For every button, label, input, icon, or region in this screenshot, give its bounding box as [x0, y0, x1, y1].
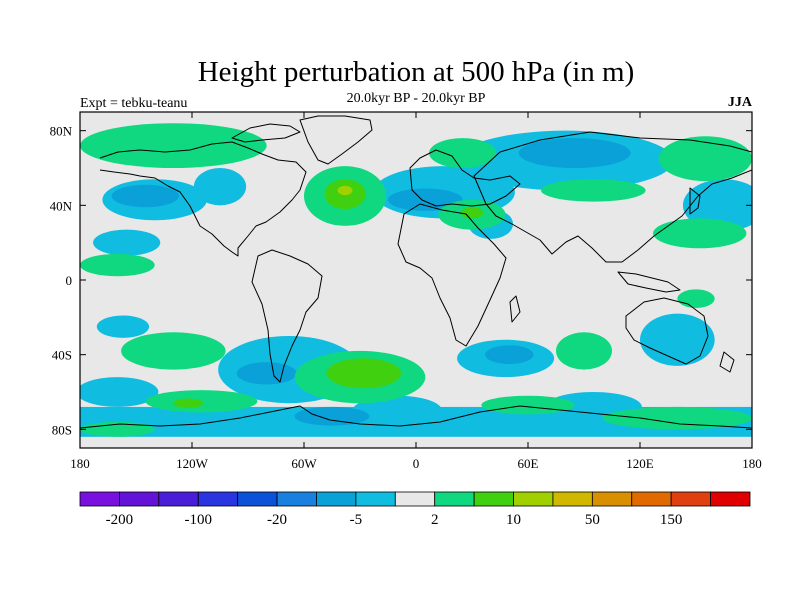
contour-region-36 [481, 395, 575, 415]
contour-region-3 [96, 315, 150, 338]
contour-region-21 [80, 123, 267, 168]
colorbar-box-15 [670, 491, 711, 507]
colorbar-box-1 [119, 491, 160, 507]
colorbar-box-8 [394, 491, 436, 507]
contour-region-18 [485, 345, 534, 364]
contour-region-28 [80, 253, 155, 277]
contour-region-41 [337, 185, 353, 196]
colorbar-label-5: 10 [506, 512, 521, 528]
y-tick-label-0: 80N [50, 124, 73, 139]
contour-region-5 [193, 168, 247, 206]
x-tick-label-6: 180 [742, 456, 762, 471]
experiment-label: Expt = tebku-teanu [80, 96, 187, 111]
page-title: Height perturbation at 500 hPa (in m) [198, 56, 635, 88]
x-tick-label-3: 0 [413, 456, 420, 471]
arctic-islands-coastline [231, 123, 301, 143]
colorbar-box-16 [710, 491, 751, 507]
colorbar-box-0 [79, 491, 120, 507]
contour-region-12 [682, 179, 752, 232]
x-tick-label-0: 180 [70, 456, 90, 471]
south-america-coastline [251, 249, 323, 383]
madagascar-coastline [509, 295, 521, 323]
x-tick-label-2: 60W [291, 456, 317, 471]
contour-region-34 [602, 406, 752, 430]
contour-region-23 [429, 138, 497, 168]
colorbar-box-14 [631, 491, 672, 507]
contour-region-26 [658, 136, 752, 182]
contour-region-16 [236, 362, 297, 385]
period-label: 20.0kyr BP - 20.0kyr BP [347, 91, 486, 106]
contour-region-38 [326, 358, 402, 389]
indonesia-coastline [617, 271, 681, 293]
africa-coastline [397, 203, 507, 347]
contour-region-33 [677, 289, 715, 308]
colorbar-box-4 [237, 491, 278, 507]
colorbar-box-10 [473, 491, 514, 507]
y-tick-label-1: 40N [50, 198, 73, 213]
colorbar-label-4: 2 [431, 512, 439, 528]
map-axes: 180 120W 60W 0 60E 120E 180 80N 40N 0 40S 80S [50, 112, 762, 471]
new-zealand-coastline [719, 351, 735, 373]
contour-region-11 [640, 313, 715, 366]
colorbar-box-9 [434, 491, 475, 507]
y-tick-label-4: 80S [52, 422, 72, 437]
y-tick-label-3: 40S [52, 348, 72, 363]
colorbar-box-5 [276, 491, 317, 507]
antarctica-coastline [80, 405, 752, 429]
australia-coastline [625, 297, 709, 365]
colorbar-box-3 [197, 491, 239, 507]
colorbar-box-7 [355, 491, 396, 507]
season-label: JJA [728, 95, 753, 110]
contour-region-35 [80, 421, 155, 437]
contour-region-32 [556, 332, 612, 370]
colorbar-label-7: 150 [660, 512, 683, 528]
colorbar-box-13 [591, 491, 633, 507]
colorbar-box-2 [158, 491, 199, 507]
map-panel: 180 120W 60W 0 60E 120E 180 80N 40N 0 40S 80S [50, 111, 762, 471]
asia-coastline [473, 131, 752, 263]
colorbar-box-12 [552, 491, 593, 507]
colorbar-box-11 [513, 491, 554, 507]
contour-region-27 [653, 218, 747, 249]
contour-region-14 [352, 395, 443, 426]
x-tick-label-1: 120W [176, 456, 209, 471]
colorbar-label-3: -5 [350, 512, 363, 528]
contour-region-4 [80, 377, 159, 407]
europe-coastline [409, 149, 521, 207]
north-america-coastline [99, 141, 307, 257]
x-tick-label-4: 60E [518, 456, 539, 471]
greenland-coastline [299, 115, 373, 165]
colorbar: -200 -100 -20 -5 2 10 50 150 [79, 491, 751, 528]
contour-region-19 [294, 406, 370, 426]
colorbar-label-0: -200 [106, 512, 134, 528]
colorbar-box-6 [316, 491, 357, 507]
coastlines [80, 115, 752, 429]
contour-region-40 [173, 398, 204, 408]
contour-region-15 [111, 184, 179, 208]
contour-region-29 [121, 332, 226, 370]
contour-region-25 [541, 179, 646, 202]
contour-region-17 [518, 138, 631, 168]
japan-coastline [689, 187, 701, 215]
contour-region-39 [460, 207, 484, 219]
colorbar-label-6: 50 [585, 512, 600, 528]
y-tick-label-2: 0 [66, 273, 73, 288]
x-tick-label-5: 120E [626, 456, 654, 471]
contour-region-2 [93, 229, 161, 256]
colorbar-label-2: -20 [267, 512, 287, 528]
colorbar-label-1: -100 [184, 512, 212, 528]
